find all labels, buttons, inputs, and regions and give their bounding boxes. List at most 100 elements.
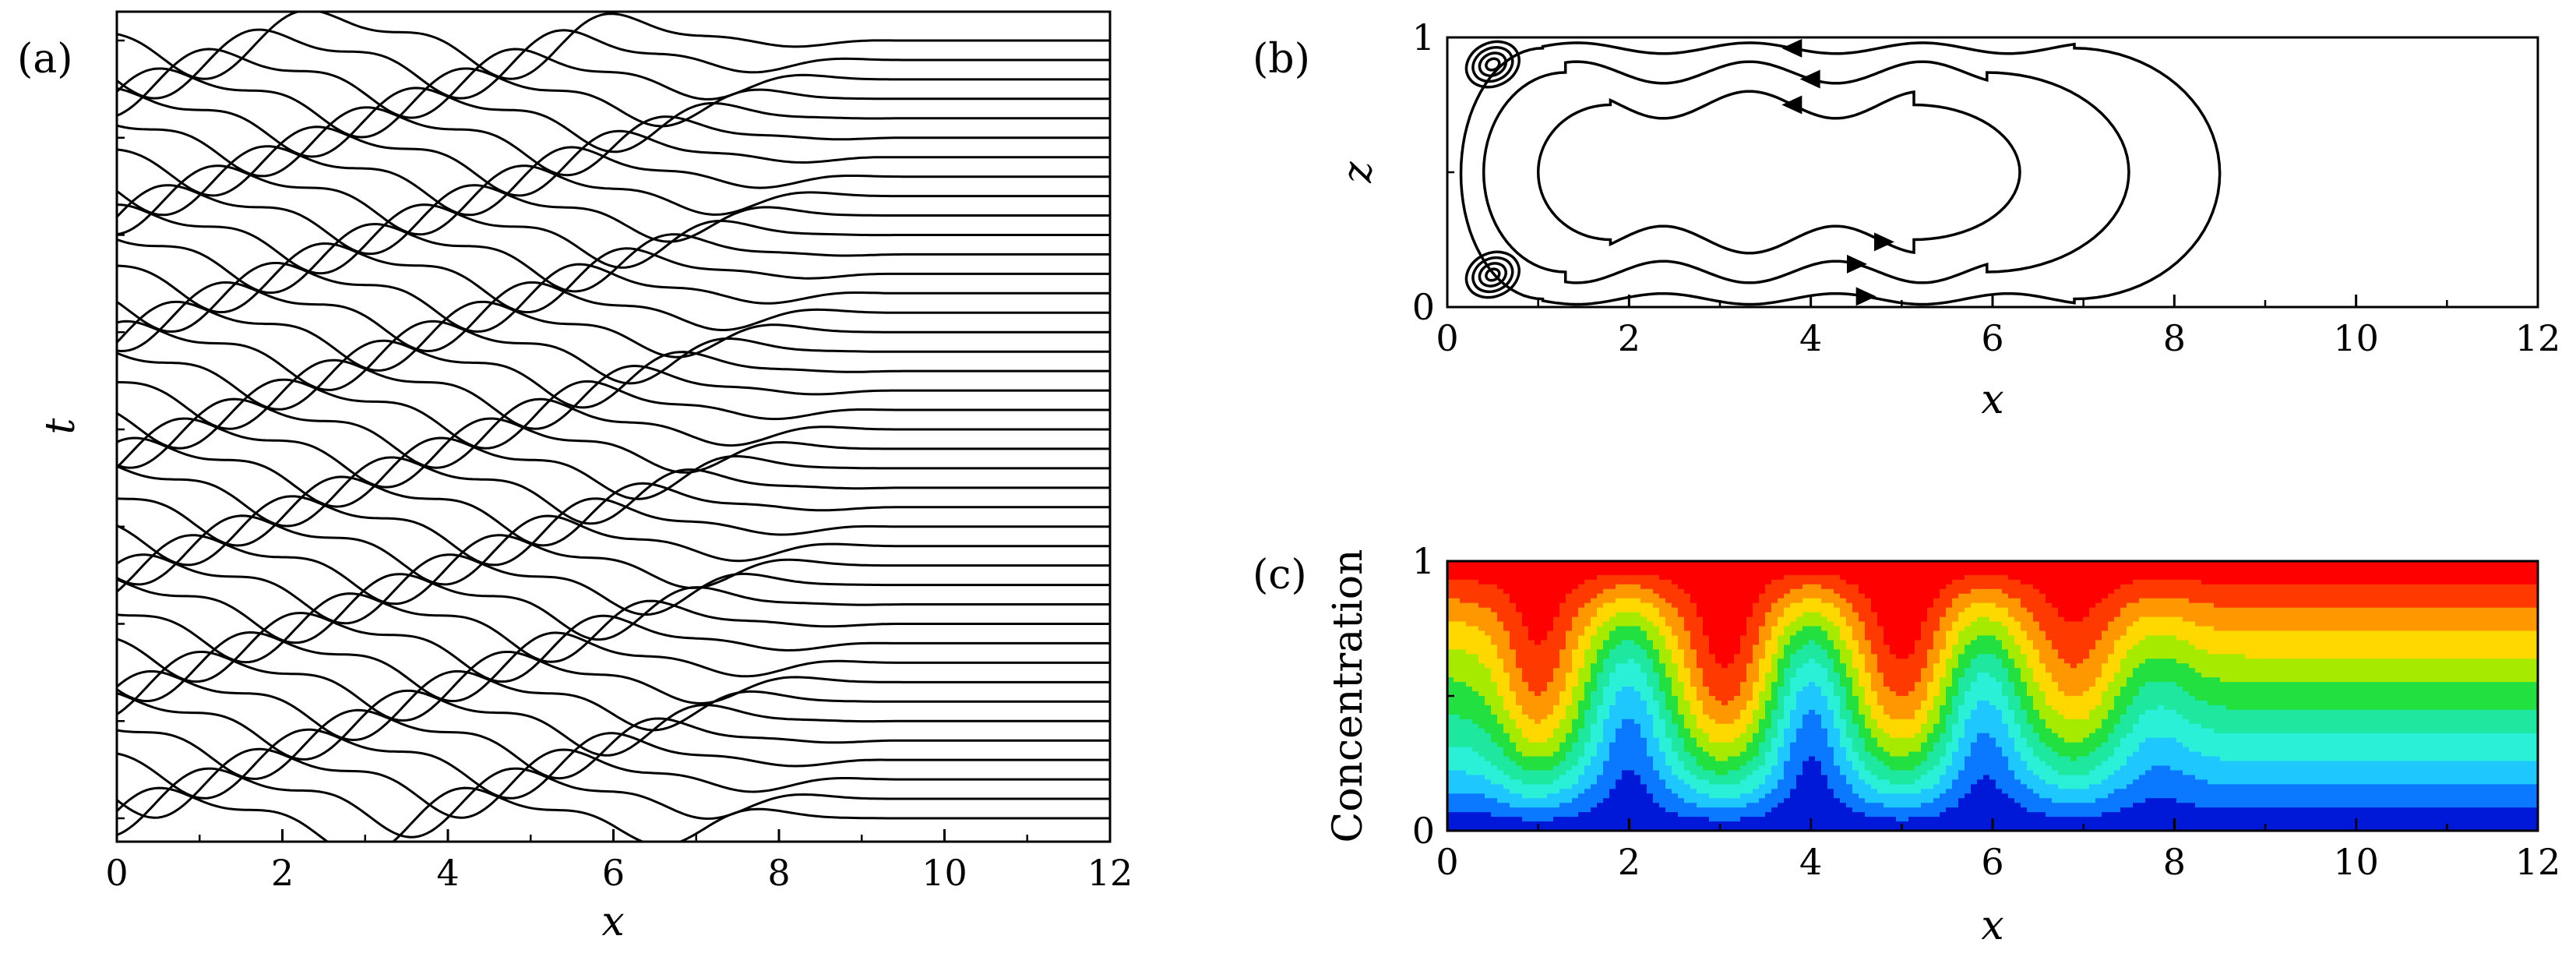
contour-cell: [1547, 751, 1554, 757]
contour-cell: [1491, 663, 1498, 669]
contour-cell: [1846, 635, 1853, 641]
contour-cell: [1734, 668, 1741, 673]
contour-cell: [1790, 807, 1797, 813]
contour-cell: [1609, 644, 1616, 651]
contour-cell: [1516, 607, 1523, 613]
contour-cell: [1940, 649, 1947, 655]
contour-cell: [1921, 696, 1928, 701]
contour-cell: [1965, 784, 1972, 790]
contour-cell: [1846, 561, 1853, 567]
contour-cell: [1578, 691, 1585, 697]
contour-cell: [1815, 644, 1822, 651]
contour-cell: [1771, 747, 1778, 753]
contour-cell: [1753, 682, 1760, 687]
contour-cell: [1591, 635, 1598, 641]
contour-cell: [1802, 584, 1810, 590]
contour-cell: [1472, 719, 1479, 725]
contour-cell: [1877, 761, 1884, 767]
contour-cell: [1584, 812, 1591, 818]
contour-cell: [1815, 817, 1822, 822]
contour-cell: [1659, 626, 1666, 632]
contour-cell: [1503, 817, 1510, 822]
contour-cell: [1703, 761, 1710, 767]
contour-cell: [1591, 588, 1598, 595]
contour-cell: [1908, 807, 1915, 813]
contour-cell: [1528, 663, 1535, 669]
contour-cell: [1454, 812, 1461, 818]
contour-cell: [1460, 700, 1467, 706]
contour-cell: [1884, 756, 1891, 762]
contour-cell: [1946, 621, 1953, 627]
contour-cell: [1659, 682, 1666, 687]
contour-cell: [1834, 817, 1841, 822]
contour-cell: [1578, 598, 1585, 604]
contour-cell: [1933, 565, 1940, 571]
contour-cell: [1877, 821, 1884, 827]
contour-cell: [1771, 756, 1778, 762]
contour-cell: [1541, 668, 1548, 673]
contour-cell: [1460, 593, 1467, 599]
contour-cell: [1491, 751, 1498, 757]
contour-cell: [1871, 640, 1878, 646]
contour-cell: [1902, 570, 1909, 576]
contour-cell: [1553, 565, 1560, 571]
contour-cell: [1528, 687, 1535, 692]
contour-cell: [1503, 770, 1510, 776]
contour-cell: [1447, 626, 1454, 632]
contour-cell: [1628, 635, 1635, 641]
contour-cell: [1796, 770, 1803, 776]
contour-cell: [1659, 649, 1666, 655]
contour-cell: [1497, 640, 1504, 646]
contour-cell: [1597, 593, 1604, 599]
contour-cell: [1566, 640, 1573, 646]
contour-cell: [1647, 593, 1654, 599]
contour-cell: [1659, 798, 1666, 804]
contour-cell: [1765, 593, 1772, 599]
contour-cell: [1927, 812, 1934, 818]
contour-cell: [1784, 747, 1791, 753]
contour-cell: [1566, 682, 1573, 687]
contour-cell: [1503, 584, 1510, 590]
contour-cell: [1940, 626, 1947, 632]
contour-cell: [1478, 640, 1485, 646]
contour-cell: [1965, 677, 1972, 683]
contour-cell: [1715, 779, 1722, 786]
contour-cell: [1915, 719, 1922, 725]
contour-cell: [1871, 700, 1878, 706]
contour-cell: [1466, 659, 1473, 665]
contour-cell: [1827, 570, 1834, 576]
contour-cell: [1877, 751, 1884, 757]
contour-cell: [1535, 812, 1542, 818]
contour-cell: [1927, 565, 1934, 571]
contour-cell: [1684, 682, 1691, 687]
contour-cell: [1933, 635, 1940, 641]
contour-cell: [1965, 765, 1972, 772]
contour-cell: [1915, 793, 1922, 800]
contour-cell: [1890, 709, 1897, 715]
contour-cell: [1640, 705, 1647, 711]
contour-cell: [1908, 691, 1915, 697]
contour-cell: [1659, 616, 1666, 623]
contour-cell: [1896, 607, 1903, 613]
contour-cell: [1771, 765, 1778, 772]
contour-cell: [1547, 607, 1554, 613]
contour-cell: [1852, 826, 1859, 831]
contour-cell: [1784, 700, 1791, 706]
contour-cell: [1715, 612, 1722, 618]
contour-cell: [1503, 626, 1510, 632]
contour-cell: [1746, 709, 1753, 715]
contour-cell: [1478, 775, 1485, 781]
contour-cell: [1902, 700, 1909, 706]
contour-cell: [1653, 668, 1660, 673]
contour-cell: [1541, 612, 1548, 618]
contour-cell: [1884, 700, 1891, 706]
contour-cell: [1734, 593, 1741, 599]
contour-cell: [1460, 616, 1467, 623]
contour-cell: [1672, 621, 1679, 627]
contour-cell: [1466, 742, 1473, 748]
contour-cell: [1721, 687, 1728, 692]
contour-cell: [1746, 612, 1753, 618]
contour-cell: [1790, 644, 1797, 651]
contour-cell: [1616, 602, 1623, 609]
contour-cell: [1859, 789, 1866, 795]
